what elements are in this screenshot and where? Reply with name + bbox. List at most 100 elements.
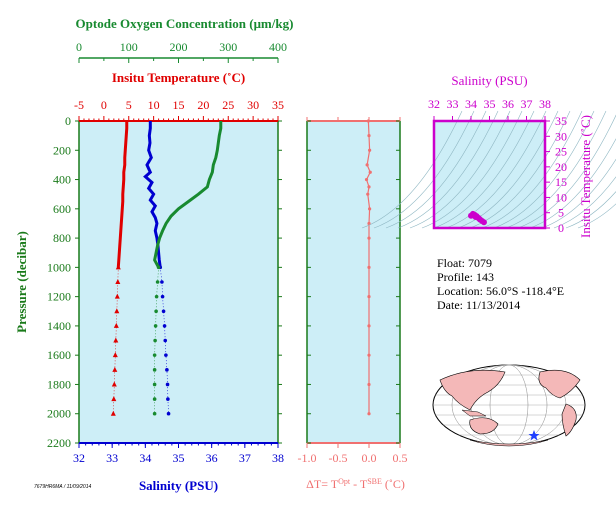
delta-t-point: [367, 382, 371, 387]
ts-temperature-tick-label: 10: [555, 190, 567, 204]
pressure-tick-label: 2000: [47, 407, 71, 421]
delta-tick-label: 0.0: [362, 451, 377, 465]
ts-cluster: [469, 212, 486, 224]
ts-temperature-tick-label: 15: [555, 175, 567, 189]
delta-axis-title: ΔT= TOpt - TSBE (˚C): [306, 477, 405, 492]
ts-temperature-tick-label: 5: [558, 206, 564, 220]
density-contour: [481, 110, 583, 229]
density-contour: [457, 110, 559, 229]
salinity-deep-profile-line: [159, 267, 169, 414]
delta-t-point: [367, 353, 371, 357]
oxygen-point: [154, 294, 159, 299]
temperature-point: [114, 308, 120, 314]
ts-salinity-tick-label: 37: [521, 97, 533, 111]
temperature-tick-label: 30: [247, 98, 259, 112]
temperature-tick-label: 15: [173, 98, 185, 112]
pressure-tick-label: 1400: [47, 319, 71, 333]
salinity-point: [164, 353, 168, 357]
ts-salinity-tick-label: 33: [447, 97, 459, 111]
delta-t-point: [367, 221, 371, 226]
salinity-point: [165, 368, 169, 372]
delta-t-point: [367, 236, 371, 240]
ts-temperature-title: Insitu Temperature (˚C): [578, 115, 593, 238]
pressure-tick-label: 2200: [47, 436, 71, 450]
pressure-tick-label: 600: [53, 202, 71, 216]
delta-t-point: [367, 412, 371, 416]
temperature-point: [111, 396, 117, 402]
delta-t-point: [367, 295, 371, 299]
salinity-tick-label: 33: [106, 451, 118, 465]
map-south-america: [561, 403, 577, 437]
delta-t-point: [365, 163, 369, 167]
ts-salinity-tick-label: 32: [428, 97, 440, 111]
temperature-point: [115, 264, 121, 270]
temperature-axis-title: Insitu Temperature (˚C): [112, 70, 245, 85]
temperature-point: [114, 293, 120, 299]
pressure-tick-label: 1200: [47, 290, 71, 304]
oxygen-point: [152, 397, 157, 401]
map-islands: [461, 409, 487, 417]
temperature-point: [113, 337, 119, 343]
salinity-point: [160, 280, 164, 284]
salinity-tick-label: 36: [206, 451, 218, 465]
oxygen-point: [152, 353, 157, 357]
delta-tick-label: -1.0: [298, 451, 317, 465]
salinity-point: [160, 294, 165, 299]
ts-temperature-tick-label: 0: [558, 221, 564, 235]
temperature-deep-profile-line: [113, 267, 119, 414]
salinity-point: [161, 309, 166, 314]
temperature-tick-label: 25: [222, 98, 234, 112]
pressure-tick-label: 200: [53, 143, 71, 157]
float-location-marker: [528, 430, 540, 441]
main-plot-background: [79, 121, 278, 443]
delta-plot-background: [307, 121, 400, 443]
ts-temperature-tick-label: 35: [555, 114, 567, 128]
ts-temperature-tick-label: 20: [555, 160, 567, 174]
pressure-axis-title: Pressure (decibar): [14, 231, 29, 333]
pressure-tick-label: 800: [53, 231, 71, 245]
oxygen-point: [152, 411, 157, 416]
pressure-tick-label: 1000: [47, 260, 71, 274]
salinity-point: [162, 324, 167, 328]
ts-temperature-tick-label: 30: [555, 129, 567, 143]
ts-salinity-tick-label: 34: [465, 97, 477, 111]
density-contour: [385, 110, 487, 229]
salinity-axis-title: Salinity (PSU): [139, 478, 218, 493]
oxygen-tick-label: 0: [76, 40, 82, 54]
salinity-tick-label: 37: [239, 451, 251, 465]
temperature-tick-label: 0: [101, 98, 107, 112]
density-contour: [529, 138, 616, 229]
density-contour: [577, 203, 616, 229]
delta-t-point: [367, 185, 371, 189]
temperature-point: [110, 410, 116, 416]
density-contour: [445, 110, 547, 229]
map-australia: [469, 417, 499, 435]
temperature-point: [112, 352, 118, 358]
location-text: Location: 56.0°S -118.4°E: [437, 284, 565, 298]
delta-t-point: [367, 324, 371, 328]
density-contour: [433, 110, 535, 229]
ts-temperature-tick-label: 25: [555, 145, 567, 159]
temperature-point: [115, 279, 121, 284]
salinity-point: [166, 411, 171, 416]
temperature-tick-label: 20: [197, 98, 209, 112]
temperature-tick-label: 10: [148, 98, 160, 112]
delta-tick-label: -0.5: [329, 451, 348, 465]
temperature-tick-label: -5: [74, 98, 84, 112]
delta-t-point: [364, 177, 369, 182]
density-contour: [541, 158, 616, 229]
density-contour: [565, 191, 616, 229]
ts-salinity-title: Salinity (PSU): [451, 73, 527, 88]
oxygen-point: [152, 382, 157, 387]
map-antarctica: [469, 439, 549, 447]
pressure-tick-label: 0: [65, 114, 71, 128]
oxygen-point: [155, 280, 160, 284]
date-text: Date: 11/13/2014: [437, 298, 521, 312]
salinity-profile-line: [143, 121, 162, 268]
temperature-profile-line: [116, 121, 129, 268]
temperature-point: [112, 366, 118, 372]
density-contour: [373, 110, 475, 229]
salinity-tick-label: 38: [272, 451, 284, 465]
salinity-tick-label: 32: [73, 451, 85, 465]
